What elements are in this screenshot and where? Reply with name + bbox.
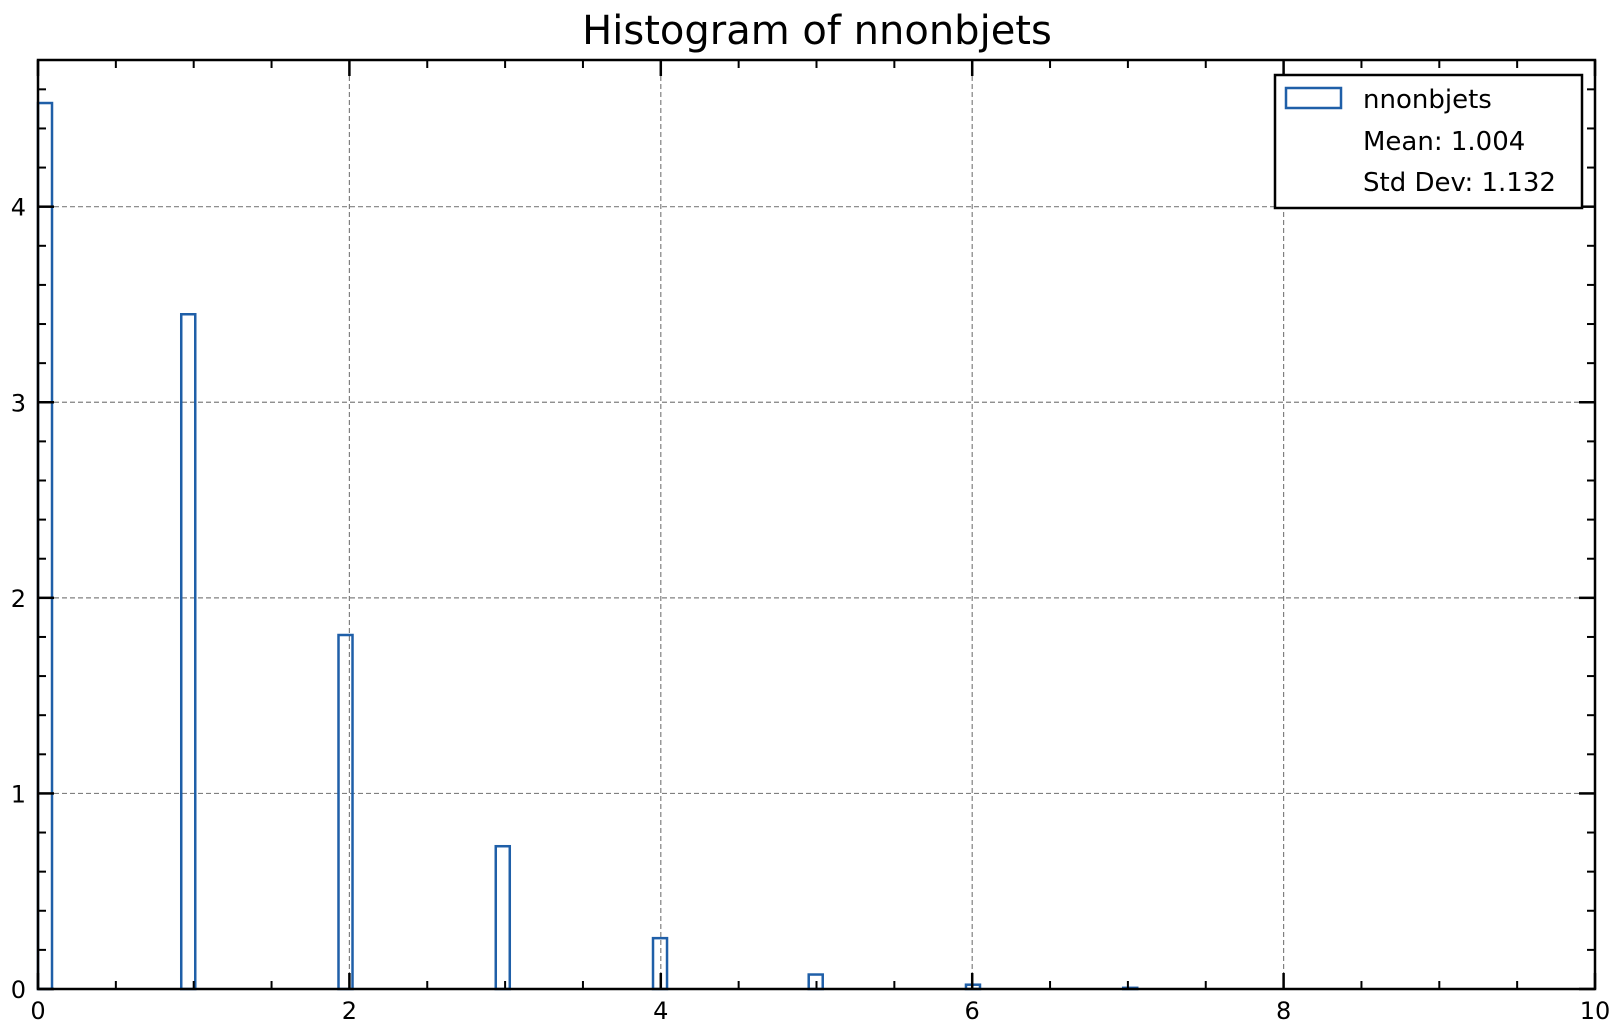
x-tick-label: 0 — [30, 997, 45, 1025]
y-tick-label: 4 — [11, 194, 26, 222]
legend-swatch — [1284, 86, 1343, 110]
legend-std-label: Std Dev: 1.132 — [1363, 168, 1556, 198]
tick-labels: 0 2 4 6 8 10 0 1 2 3 4 — [11, 194, 1611, 1025]
x-tick-label: 8 — [1276, 997, 1291, 1025]
chart-title: Histogram of nnonbjets — [582, 8, 1052, 54]
plot-frame — [36, 58, 1597, 991]
legend-mean-label: Mean: 1.004 — [1363, 127, 1525, 157]
x-tick-label: 2 — [342, 997, 357, 1025]
y-tick-label: 3 — [11, 389, 26, 417]
grid-lines — [38, 60, 1595, 989]
axis-ticks — [36, 60, 1597, 991]
y-tick-label: 0 — [11, 976, 26, 1004]
x-tick-label: 4 — [653, 997, 668, 1025]
y-tick-label: 1 — [11, 780, 26, 808]
legend-box — [1273, 73, 1584, 210]
x-tick-label: 6 — [965, 997, 980, 1025]
x-tick-label: 10 — [1580, 997, 1611, 1025]
legend-series-label: nnonbjets — [1363, 85, 1492, 115]
legend: nnonbjets Mean: 1.004 Std Dev: 1.132 — [1273, 73, 1584, 210]
y-tick-label: 2 — [11, 585, 26, 613]
